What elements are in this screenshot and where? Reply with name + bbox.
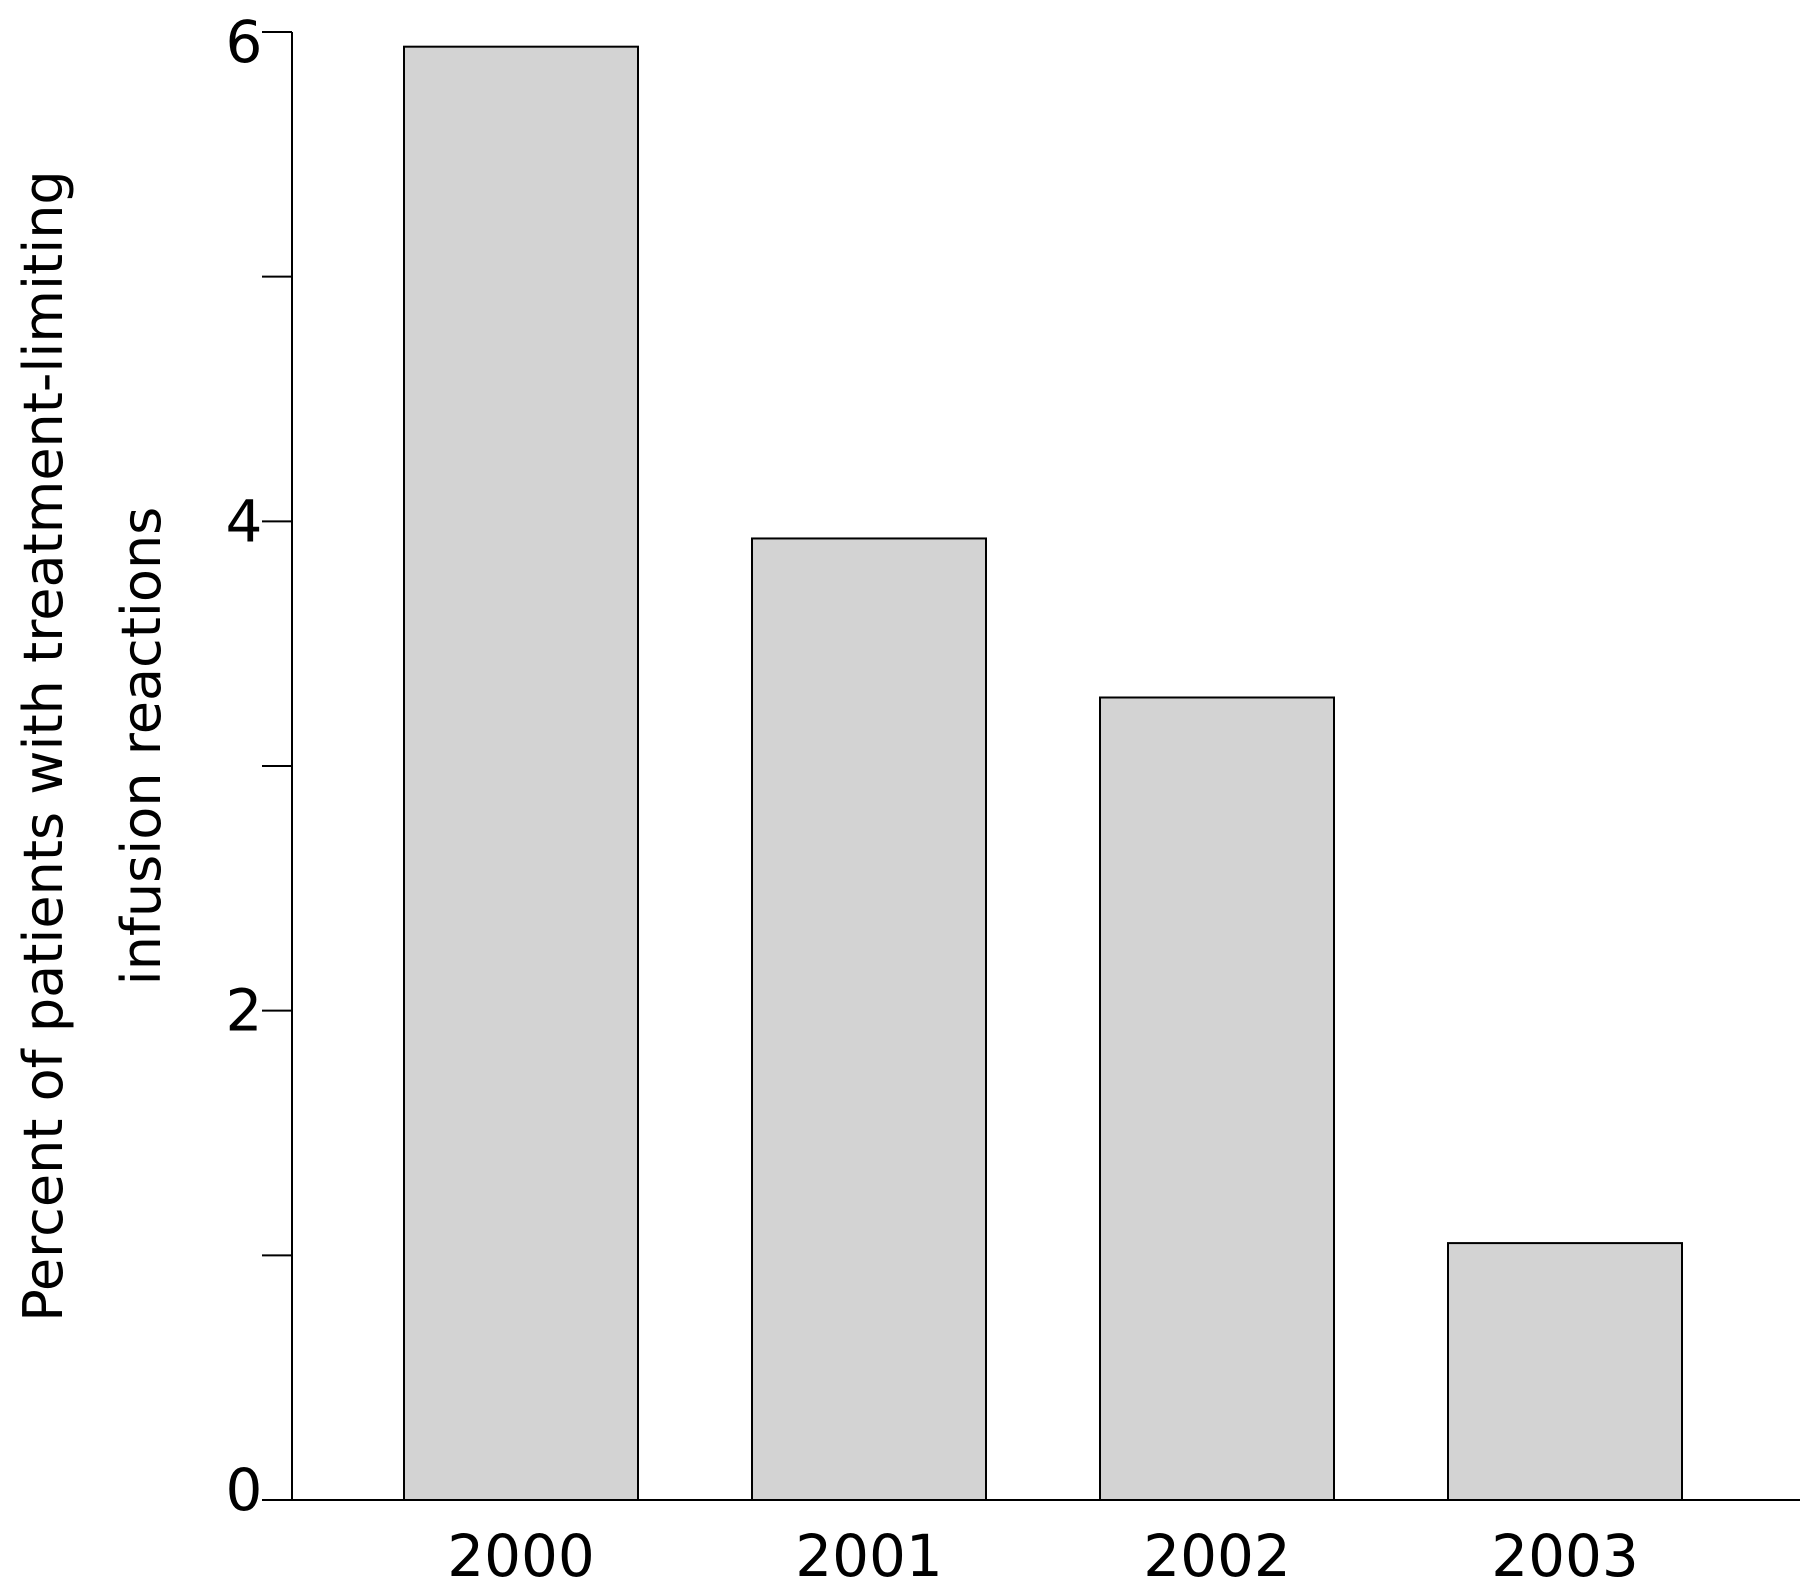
x-tick-label-2002: 2002 <box>1143 1522 1291 1586</box>
y-tick-label: 6 <box>226 8 263 76</box>
y-axis-ticks: 0 2 4 6 <box>226 8 292 1524</box>
y-tick-label: 0 <box>226 1456 263 1524</box>
bar-2003 <box>1447 1242 1683 1501</box>
y-tick-label: 4 <box>226 487 263 555</box>
bars-group <box>403 45 1683 1501</box>
y-tick-label: 2 <box>226 977 263 1045</box>
x-axis-labels: 2000 2001 2002 2003 <box>447 1522 1639 1586</box>
y-axis-label-line-1: Percent of patients with treatment-limit… <box>12 170 75 1321</box>
x-tick-label-2001: 2001 <box>795 1522 943 1586</box>
y-axis-label: Percent of patients with treatment-limit… <box>12 170 173 1321</box>
x-tick-label-2000: 2000 <box>447 1522 595 1586</box>
x-tick-label-2003: 2003 <box>1491 1522 1639 1586</box>
bar-2000 <box>403 45 639 1501</box>
bar-2002 <box>1099 696 1335 1501</box>
y-axis-label-line-2: infusion reactions <box>110 507 173 986</box>
bar-2001 <box>751 537 987 1501</box>
